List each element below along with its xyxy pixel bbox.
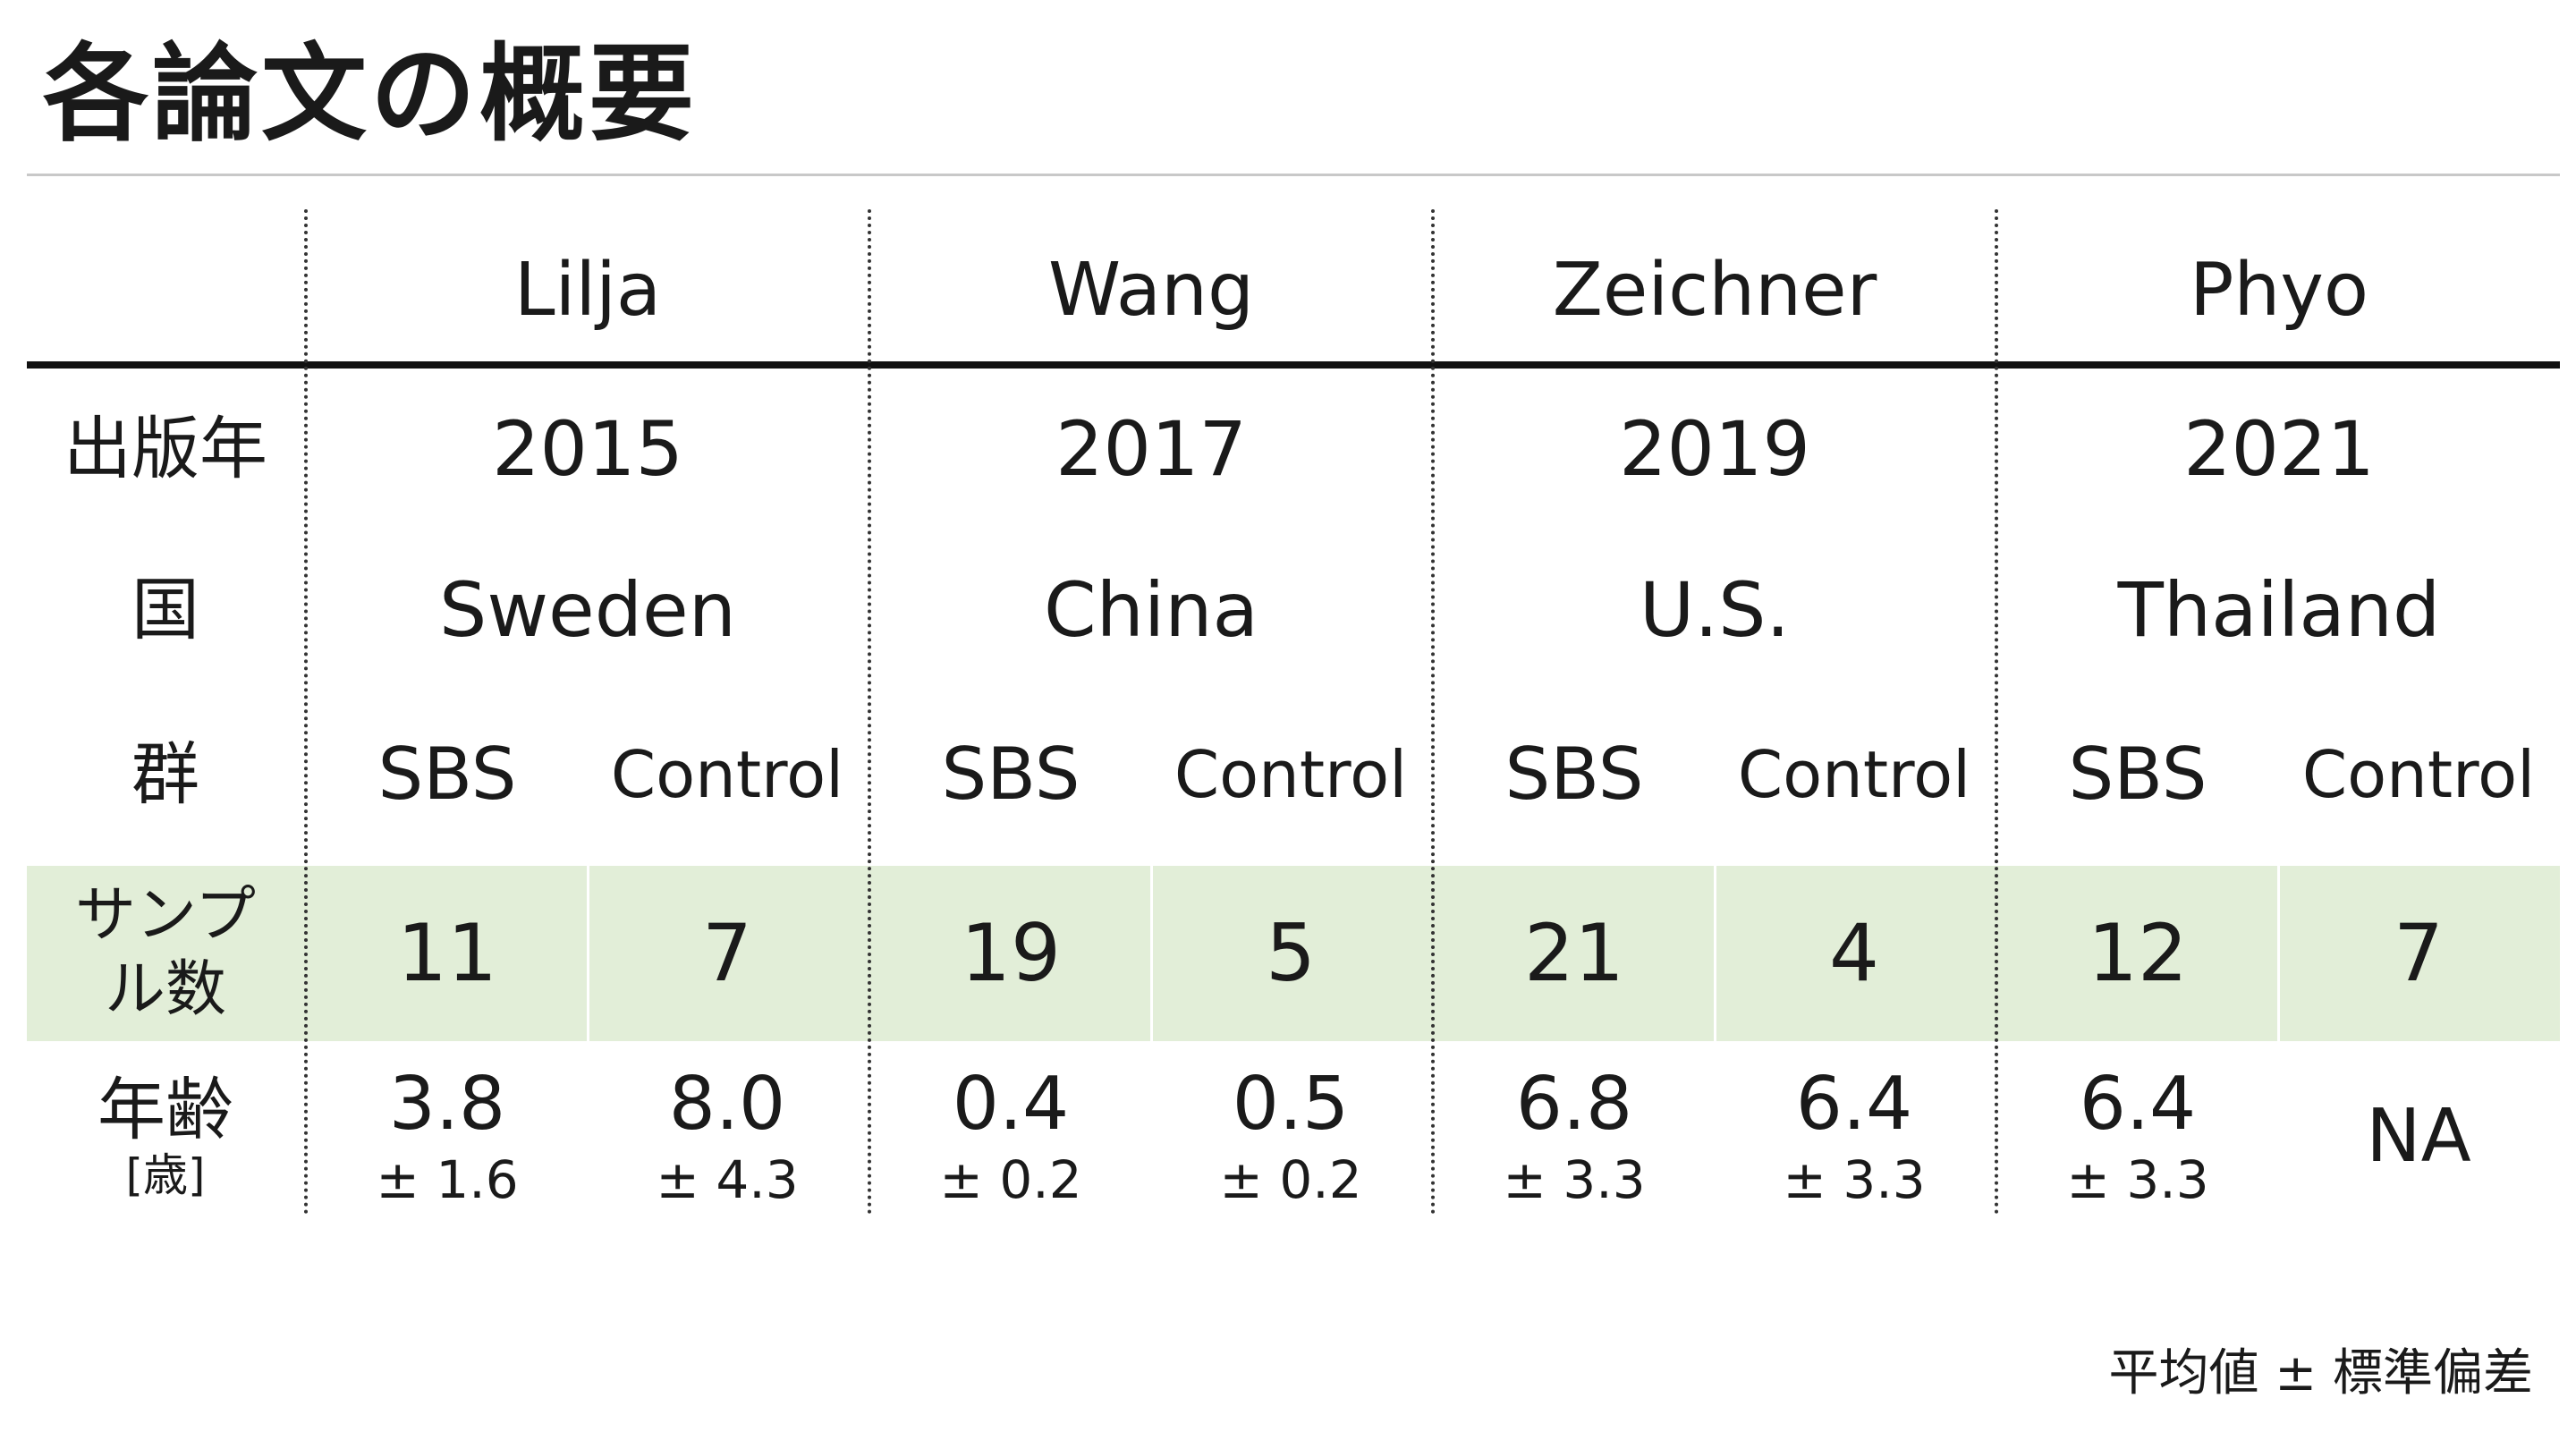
group-name: SBS: [377, 733, 517, 816]
age-cell: 6.4 ± 3.3: [1998, 1052, 2277, 1222]
study-country: Thailand: [2117, 566, 2441, 654]
study-year: 2017: [1055, 405, 1247, 493]
age-mean: 6.8: [1515, 1062, 1633, 1147]
row-label-year: 出版年: [64, 409, 267, 488]
age-mean: NA: [2366, 1094, 2471, 1179]
age-cell: 0.5 ± 0.2: [1150, 1052, 1431, 1222]
study-country: U.S.: [1639, 566, 1791, 654]
column-divider: [1431, 209, 1435, 1215]
age-sd: ± 3.3: [1503, 1149, 1646, 1210]
age-sd: ± 0.2: [939, 1149, 1082, 1210]
group-name: Control: [1174, 737, 1408, 812]
group-name: Control: [610, 737, 844, 812]
group-name: SBS: [2068, 733, 2207, 816]
study-author: Lilja: [513, 248, 662, 333]
age-sd: ± 3.3: [1783, 1149, 1926, 1210]
age-mean: 3.8: [388, 1062, 506, 1147]
row-label-group: 群: [131, 734, 199, 814]
band-separator: [587, 866, 589, 1041]
sample-count: 4: [1829, 907, 1879, 999]
age-cell: 6.8 ± 3.3: [1435, 1052, 1714, 1222]
column-divider: [868, 209, 871, 1215]
age-cell: 0.4 ± 0.2: [871, 1052, 1150, 1222]
study-year: 2015: [492, 405, 683, 493]
column-divider: [1995, 209, 1998, 1215]
row-label-age-unit: [歳]: [125, 1149, 206, 1201]
row-label-sample: サンプ ル数: [27, 866, 304, 1041]
study-author: Zeichner: [1552, 248, 1877, 333]
row-label-age: 年齢 [歳]: [27, 1052, 304, 1222]
study-year: 2021: [2183, 405, 2375, 493]
sample-row-band: [27, 866, 2560, 1041]
age-cell: 6.4 ± 3.3: [1714, 1052, 1995, 1222]
band-separator: [2277, 866, 2280, 1041]
study-year: 2019: [1619, 405, 1810, 493]
band-separator: [1150, 866, 1153, 1041]
group-name: SBS: [1504, 733, 1644, 816]
study-country: Sweden: [439, 566, 736, 654]
row-label-country: 国: [131, 570, 199, 649]
group-name: Control: [1737, 737, 1971, 812]
age-mean: 6.4: [1795, 1062, 1913, 1147]
age-sd: ± 4.3: [656, 1149, 799, 1210]
sample-count: 12: [2088, 907, 2188, 999]
title-divider: [27, 174, 2560, 176]
study-author: Phyo: [2189, 248, 2369, 333]
age-mean: 6.4: [2079, 1062, 2197, 1147]
sample-count: 5: [1266, 907, 1316, 999]
sample-count: 21: [1524, 907, 1624, 999]
row-label-sample-line1: サンプ: [75, 880, 256, 952]
age-cell: 8.0 ± 4.3: [587, 1052, 868, 1222]
age-sd: ± 3.3: [2066, 1149, 2209, 1210]
page-title: 各論文の概要: [43, 32, 699, 156]
study-country: China: [1044, 566, 1258, 654]
sample-count: 7: [702, 907, 752, 999]
age-cell: 3.8 ± 1.6: [308, 1052, 587, 1222]
header-divider: [27, 361, 2560, 369]
age-mean: 0.4: [952, 1062, 1070, 1147]
age-mean: 0.5: [1232, 1062, 1350, 1147]
sample-count: 7: [2394, 907, 2444, 999]
row-label-age-text: 年齢: [97, 1070, 233, 1149]
band-separator: [1714, 866, 1716, 1041]
sample-count: 11: [397, 907, 497, 999]
study-author: Wang: [1047, 248, 1255, 333]
group-name: SBS: [941, 733, 1080, 816]
age-mean: 8.0: [668, 1062, 786, 1147]
age-sd: ± 0.2: [1219, 1149, 1362, 1210]
row-label-sample-line2: ル数: [104, 954, 226, 1025]
age-cell: NA: [2277, 1052, 2560, 1222]
group-name: Control: [2301, 737, 2536, 812]
age-sd: ± 1.6: [376, 1149, 519, 1210]
sample-count: 19: [961, 907, 1061, 999]
footnote: 平均値 ± 標準偏差: [2108, 1344, 2533, 1402]
column-divider: [304, 209, 308, 1215]
